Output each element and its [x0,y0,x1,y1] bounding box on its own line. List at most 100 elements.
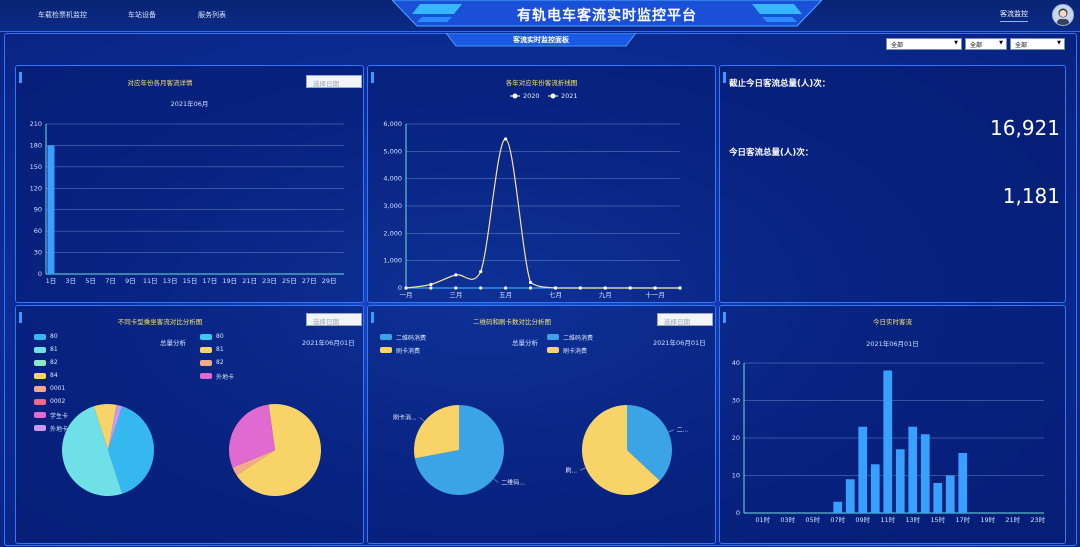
legend-label-81[interactable]: 81 [50,346,58,353]
legend-label-外地卡[interactable]: 外地卡 [50,426,69,433]
bar-10时 [870,464,880,513]
point-2020-五月 [504,286,508,290]
legend-swatch-80[interactable] [200,334,212,340]
legend-label-81[interactable]: 81 [216,346,224,353]
dashboard-subtitle: 客流实时监控面板 [513,36,569,44]
x-tick-label: 十一月 [645,290,665,298]
total-to-date-label: 截止今日客流总量(人)次： [729,79,831,89]
legend-swatch-外地卡[interactable] [200,373,212,379]
y-tick-label: 0 [38,270,42,278]
legend-swatch-0001[interactable] [34,386,46,392]
legend-label-82[interactable]: 82 [50,359,58,366]
legend-swatch-外地卡[interactable] [34,425,46,431]
y-tick-label: 40 [732,359,740,367]
slice-81 [62,406,123,496]
x-tick-label: 9日 [125,277,136,285]
y-tick-label: 4,000 [383,175,402,183]
slice-81 [236,404,321,496]
point-2021-十一月 [653,286,657,290]
x-tick-label: 15日 [183,277,198,285]
legend-label-二维码消费[interactable]: 二维码消费 [396,335,427,342]
legend-label-外地卡[interactable]: 外地卡 [216,374,235,381]
legend-label-学生卡[interactable]: 学生卡 [50,413,69,420]
legend-swatch-二维码消费[interactable] [547,334,559,340]
legend-label-82[interactable]: 82 [216,359,224,366]
nav-onboard-ticket-monitor[interactable]: 车载检票机监控 [38,11,87,19]
legend-swatch-81[interactable] [200,347,212,353]
panel-accent-mark [371,312,374,323]
x-tick-label: 3日 [66,277,77,285]
point-2021-六月 [528,280,533,285]
slice-82 [232,450,275,476]
x-tick-label: 七月 [549,290,562,298]
legend-swatch-80[interactable] [34,334,46,340]
y-tick-label: 180 [30,141,42,149]
x-tick-label: 23时 [1030,515,1045,524]
panel-accent-mark [19,72,22,83]
bar-09时 [858,426,868,513]
legend-swatch-刷卡消费[interactable] [380,347,392,353]
panel-accent-mark [371,72,374,83]
x-tick-label: 27日 [302,277,317,285]
panel-yearly-title: 各年对应年份客流折线图 [505,79,578,87]
legend-swatch-0002[interactable] [34,399,46,405]
realtime-bar-chart: 0 10 20 30 40 01时 03时 05时 07时 09时 11时 13时 15时 17时 19时 2… [732,359,1046,524]
chevron-down-icon: ▼ [999,40,1003,46]
x-tick-label: 29日 [322,277,337,285]
x-tick-label: 九月 [599,290,612,298]
legend-label-0001[interactable]: 0001 [50,385,66,392]
x-tick-label: 5日 [85,277,96,285]
legend-label-2021: 2021 [561,92,578,100]
legend-swatch-81[interactable] [34,347,46,353]
legend-label-刷卡消费[interactable]: 刷卡消费 [563,348,588,355]
point-2021-一月 [404,286,408,290]
bar-13时 [908,426,918,513]
qrcard-sub-right: 2021年06月01日 [653,339,706,347]
legend-swatch-84[interactable] [34,373,46,379]
filter-select-1[interactable]: 全部 ▼ [886,38,962,50]
panel-monthly [15,65,364,303]
y-tick-label: 60 [34,227,42,235]
panel-realtime-title: 今日实时客流 [873,318,912,326]
monthly-date-picker[interactable]: 选择日期 [306,75,362,88]
nav-service-list[interactable]: 服务列表 [198,11,226,19]
y-tick-label: 3,000 [383,202,402,210]
legend-swatch-82[interactable] [200,360,212,366]
x-tick-label: 05时 [805,515,820,524]
x-tick-label: 21时 [1005,515,1020,524]
series-line-2021 [405,138,680,289]
qrcard-date-picker[interactable]: 选择日期 [657,313,713,326]
page-title: 有轨电车客流实时监控平台 [517,8,697,24]
filter-select-3[interactable]: 全部 ▼ [1010,38,1065,50]
cardtype-date-picker[interactable]: 选择日期 [306,313,362,326]
x-tick-label: 7日 [105,277,116,285]
legend-label-0002[interactable]: 0002 [50,398,66,405]
legend-swatch-二维码消费[interactable] [380,334,392,340]
nav-station-devices[interactable]: 车站设备 [128,11,156,19]
legend-label-80[interactable]: 80 [50,333,58,340]
qrcard-sub-left: 总量分析 [512,339,538,347]
y-tick-label: 210 [30,120,42,128]
legend-label-刷卡消费[interactable]: 刷卡消费 [396,348,421,355]
realtime-period: 2021年06月01日 [866,340,919,348]
x-tick-label: 一月 [400,291,413,298]
filter-select-2[interactable]: 全部 ▼ [965,38,1007,50]
slice-label-刷卡消费: 刷... [565,466,577,474]
nav-passenger-flow-monitor[interactable]: 客流监控 [1000,9,1028,22]
legend-marker-2021 [550,93,556,99]
avatar[interactable] [1052,4,1074,26]
legend-label-二维码消费[interactable]: 二维码消费 [563,335,594,342]
leader-line [668,429,674,433]
point-2020-二月 [429,286,433,290]
qrcard-pies: 二维码... 刷卡消... 二... 刷... [393,405,689,495]
monthly-period: 2021年06月 [170,100,209,108]
x-tick-label: 07时 [830,515,845,524]
legend-swatch-82[interactable] [34,360,46,366]
filter-select-1-value: 全部 [891,42,904,49]
slice-80 [108,406,154,494]
legend-label-84[interactable]: 84 [50,372,58,379]
legend-swatch-刷卡消费[interactable] [547,347,559,353]
panel-totals [719,65,1066,303]
legend-swatch-学生卡[interactable] [34,412,46,418]
legend-label-80[interactable]: 80 [216,333,224,340]
